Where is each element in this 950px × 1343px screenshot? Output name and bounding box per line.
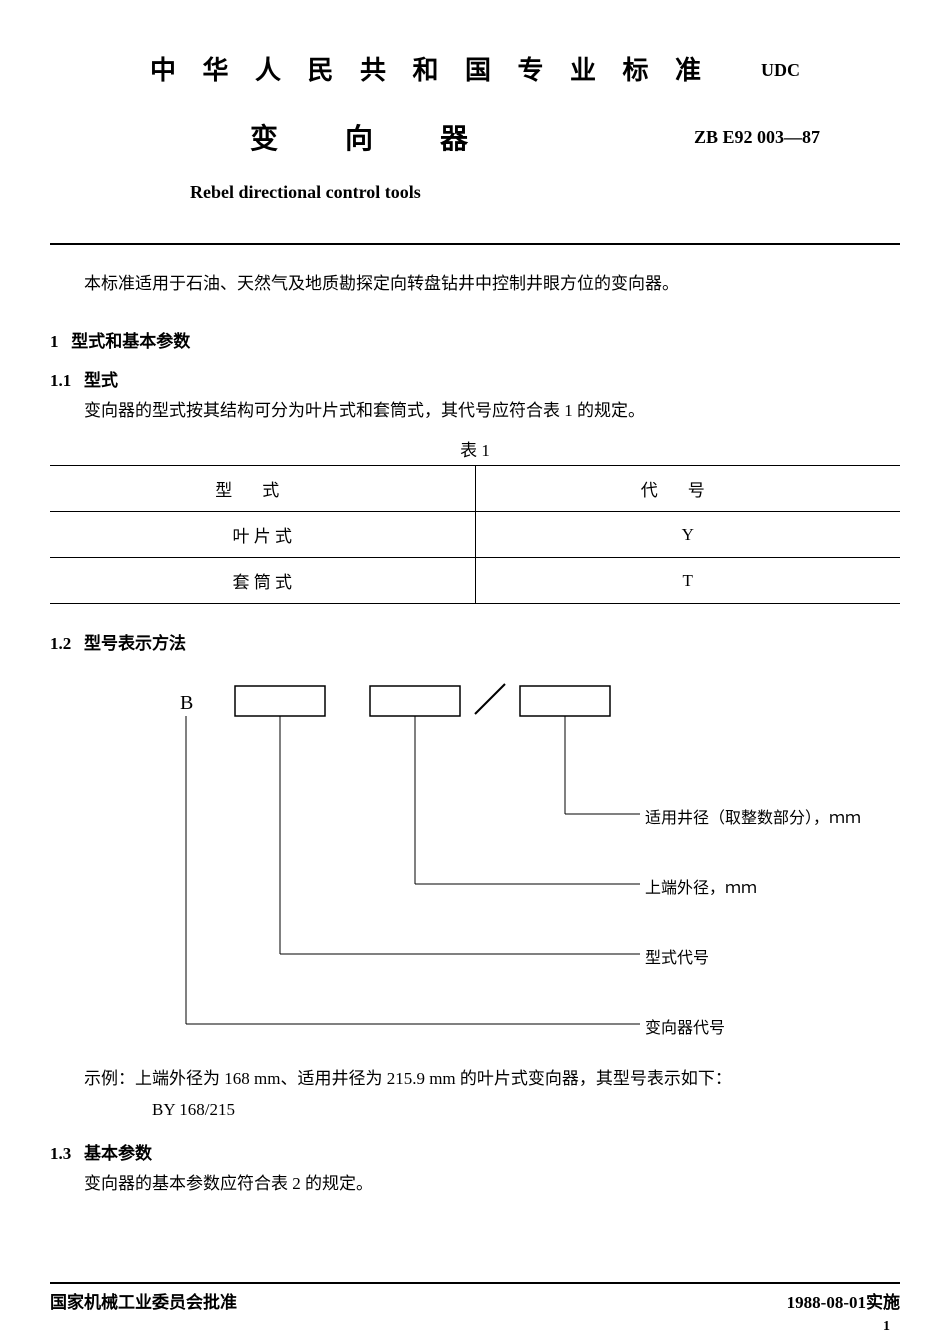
table-row: 叶 片 式 Y bbox=[50, 512, 900, 558]
section-title: 型式和基本参数 bbox=[71, 332, 190, 351]
standard-code: ZB E92 003—87 bbox=[694, 127, 820, 148]
subsection-title: 型式 bbox=[84, 371, 118, 390]
subsection-title: 基本参数 bbox=[84, 1144, 152, 1163]
table-1-caption: 表 1 bbox=[50, 436, 900, 461]
english-title: Rebel directional control tools bbox=[190, 182, 900, 203]
section-1-1-head: 1.1 型式 bbox=[50, 366, 900, 391]
subsection-number: 1.2 bbox=[50, 634, 71, 653]
standard-header: 中 华 人 民 共 和 国 专 业 标 准 bbox=[150, 50, 711, 87]
footer-divider bbox=[50, 1282, 900, 1284]
diagram-svg: B bbox=[50, 664, 900, 1044]
diagram-prefix: B bbox=[180, 692, 193, 714]
diagram-label-2: 上端外径，ｍｍ bbox=[645, 874, 757, 898]
table-1: 型式 代号 叶 片 式 Y 套 筒 式 T bbox=[50, 465, 900, 604]
page-number: 1 bbox=[883, 1319, 890, 1335]
table-row: 型式 代号 bbox=[50, 466, 900, 512]
table-header-code: 代号 bbox=[475, 466, 900, 512]
model-designation-diagram: B 适用井径（取整数部分），ｍｍ 上端外径，ｍｍ 型式代号 变向器代号 bbox=[50, 664, 900, 1044]
document-title: 变 向 器 bbox=[250, 117, 498, 157]
footer-effective-date: 1988-08-01实施 bbox=[787, 1288, 900, 1313]
section-1-3-head: 1.3 基本参数 bbox=[50, 1139, 900, 1164]
diagram-label-3: 型式代号 bbox=[645, 944, 709, 968]
section-1-3-text: 变向器的基本参数应符合表 2 的规定。 bbox=[50, 1170, 900, 1199]
example-code: BY 168/215 bbox=[152, 1095, 900, 1126]
table-cell: T bbox=[475, 558, 900, 604]
diagram-label-4: 变向器代号 bbox=[645, 1014, 725, 1038]
table-cell: Y bbox=[475, 512, 900, 558]
section-1-2-head: 1.2 型号表示方法 bbox=[50, 629, 900, 654]
table-header-type: 型式 bbox=[50, 466, 475, 512]
diagram-box bbox=[520, 686, 610, 716]
section-1-head: 1 型式和基本参数 bbox=[50, 327, 900, 352]
table-row: 套 筒 式 T bbox=[50, 558, 900, 604]
intro-text: 本标准适用于石油、天然气及地质勘探定向转盘钻井中控制井眼方位的变向器。 bbox=[50, 270, 900, 297]
footer: 国家机械工业委员会批准 1988-08-01实施 bbox=[50, 1282, 900, 1313]
section-1-1-text: 变向器的型式按其结构可分为叶片式和套筒式，其代号应符合表 1 的规定。 bbox=[50, 397, 900, 426]
example-text: 示例：上端外径为 168 mm、适用井径为 215.9 mm 的叶片式变向器，其… bbox=[50, 1064, 900, 1095]
table-cell: 套 筒 式 bbox=[50, 558, 475, 604]
diagram-label-1: 适用井径（取整数部分），ｍｍ bbox=[645, 804, 861, 828]
udc-label: UDC bbox=[761, 60, 800, 81]
slash-icon bbox=[475, 684, 505, 714]
table-cell: 叶 片 式 bbox=[50, 512, 475, 558]
diagram-box bbox=[370, 686, 460, 716]
subsection-title: 型号表示方法 bbox=[84, 634, 186, 653]
subsection-number: 1.3 bbox=[50, 1144, 71, 1163]
section-number: 1 bbox=[50, 332, 59, 351]
diagram-box bbox=[235, 686, 325, 716]
subsection-number: 1.1 bbox=[50, 371, 71, 390]
divider bbox=[50, 243, 900, 245]
footer-approver: 国家机械工业委员会批准 bbox=[50, 1288, 237, 1313]
